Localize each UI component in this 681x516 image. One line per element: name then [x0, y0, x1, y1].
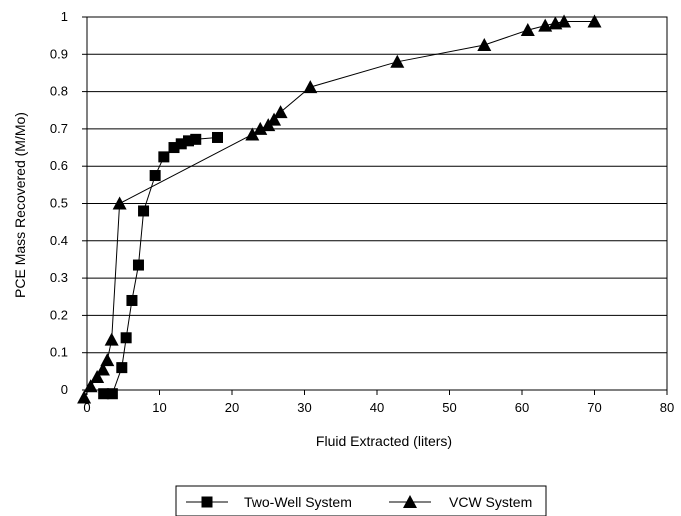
data-point-triangle: [77, 390, 92, 404]
data-point-triangle: [104, 332, 119, 346]
data-point-square: [183, 135, 194, 147]
y-tick-label: 0.2: [50, 307, 68, 322]
data-point-square: [106, 388, 118, 400]
data-point-triangle: [95, 362, 110, 376]
y-tick-label: 0.7: [50, 121, 68, 136]
data-point-square: [168, 142, 180, 154]
x-axis-ticks: 0 10 20 30 40 50 60 70 80: [83, 390, 674, 415]
legend-marker-two-well: [201, 496, 213, 508]
data-point-triangle: [90, 369, 105, 383]
data-point-triangle: [273, 105, 288, 119]
y-tick-label: 0.5: [50, 196, 68, 211]
data-point-square: [175, 138, 187, 150]
data-point-triangle: [112, 196, 127, 210]
series-layer: [77, 14, 602, 404]
data-point-triangle: [100, 353, 115, 367]
series-two-well: [98, 131, 223, 400]
x-tick-label: 80: [660, 400, 674, 415]
x-tick-label: 40: [370, 400, 384, 415]
data-point-square: [98, 388, 110, 400]
data-point-square: [120, 332, 132, 344]
legend-marker-vcw: [403, 495, 417, 508]
series-vcw: [77, 14, 602, 404]
y-tick-label: 0: [61, 382, 68, 397]
x-tick-label: 30: [297, 400, 311, 415]
grid-lines: [87, 53, 667, 354]
y-axis-title: PCE Mass Recovered (M/Mo): [12, 112, 28, 298]
data-point-triangle: [587, 14, 602, 28]
data-point-triangle: [557, 14, 572, 28]
y-tick-label: 1: [61, 9, 68, 24]
data-point-triangle: [253, 121, 268, 135]
data-point-triangle: [520, 23, 535, 37]
data-point-triangle: [538, 18, 553, 32]
x-tick-label: 50: [442, 400, 456, 415]
legend-box: [175, 485, 547, 516]
y-tick-label: 0.8: [50, 84, 68, 99]
data-point-square: [212, 131, 223, 143]
y-axis-ticks: 0 0.1 0.2 0.3 0.4 0.5 0.6 0.7 0.8 0.9 1: [50, 9, 87, 397]
legend: Two-Well System VCW System: [175, 485, 547, 516]
data-point-square: [132, 259, 144, 271]
x-tick-label: 0: [83, 400, 90, 415]
data-point-triangle: [83, 379, 98, 393]
y-tick-label: 0.4: [50, 233, 68, 248]
data-point-square: [138, 205, 150, 217]
y-tick-label: 0.1: [50, 345, 68, 360]
data-point-triangle: [477, 37, 492, 51]
data-point-square: [126, 294, 138, 306]
y-tick-label: 0.6: [50, 158, 68, 173]
y-tick-label: 0.9: [50, 46, 68, 61]
data-point-square: [158, 151, 170, 163]
data-point-square: [190, 133, 202, 145]
data-point-triangle: [245, 127, 260, 141]
data-point-square: [116, 362, 128, 374]
x-tick-label: 10: [152, 400, 166, 415]
data-point-triangle: [390, 54, 405, 68]
x-tick-label: 60: [515, 400, 529, 415]
data-point-square: [149, 170, 161, 182]
x-tick-label: 20: [225, 400, 239, 415]
data-point-triangle: [303, 80, 318, 94]
legend-label-vcw: VCW System: [449, 494, 532, 510]
y-tick-label: 0.3: [50, 270, 68, 285]
x-tick-label: 70: [587, 400, 601, 415]
legend-label-two-well: Two-Well System: [244, 494, 352, 510]
data-point-triangle: [267, 112, 282, 126]
x-axis-title: Fluid Extracted (liters): [316, 433, 452, 449]
